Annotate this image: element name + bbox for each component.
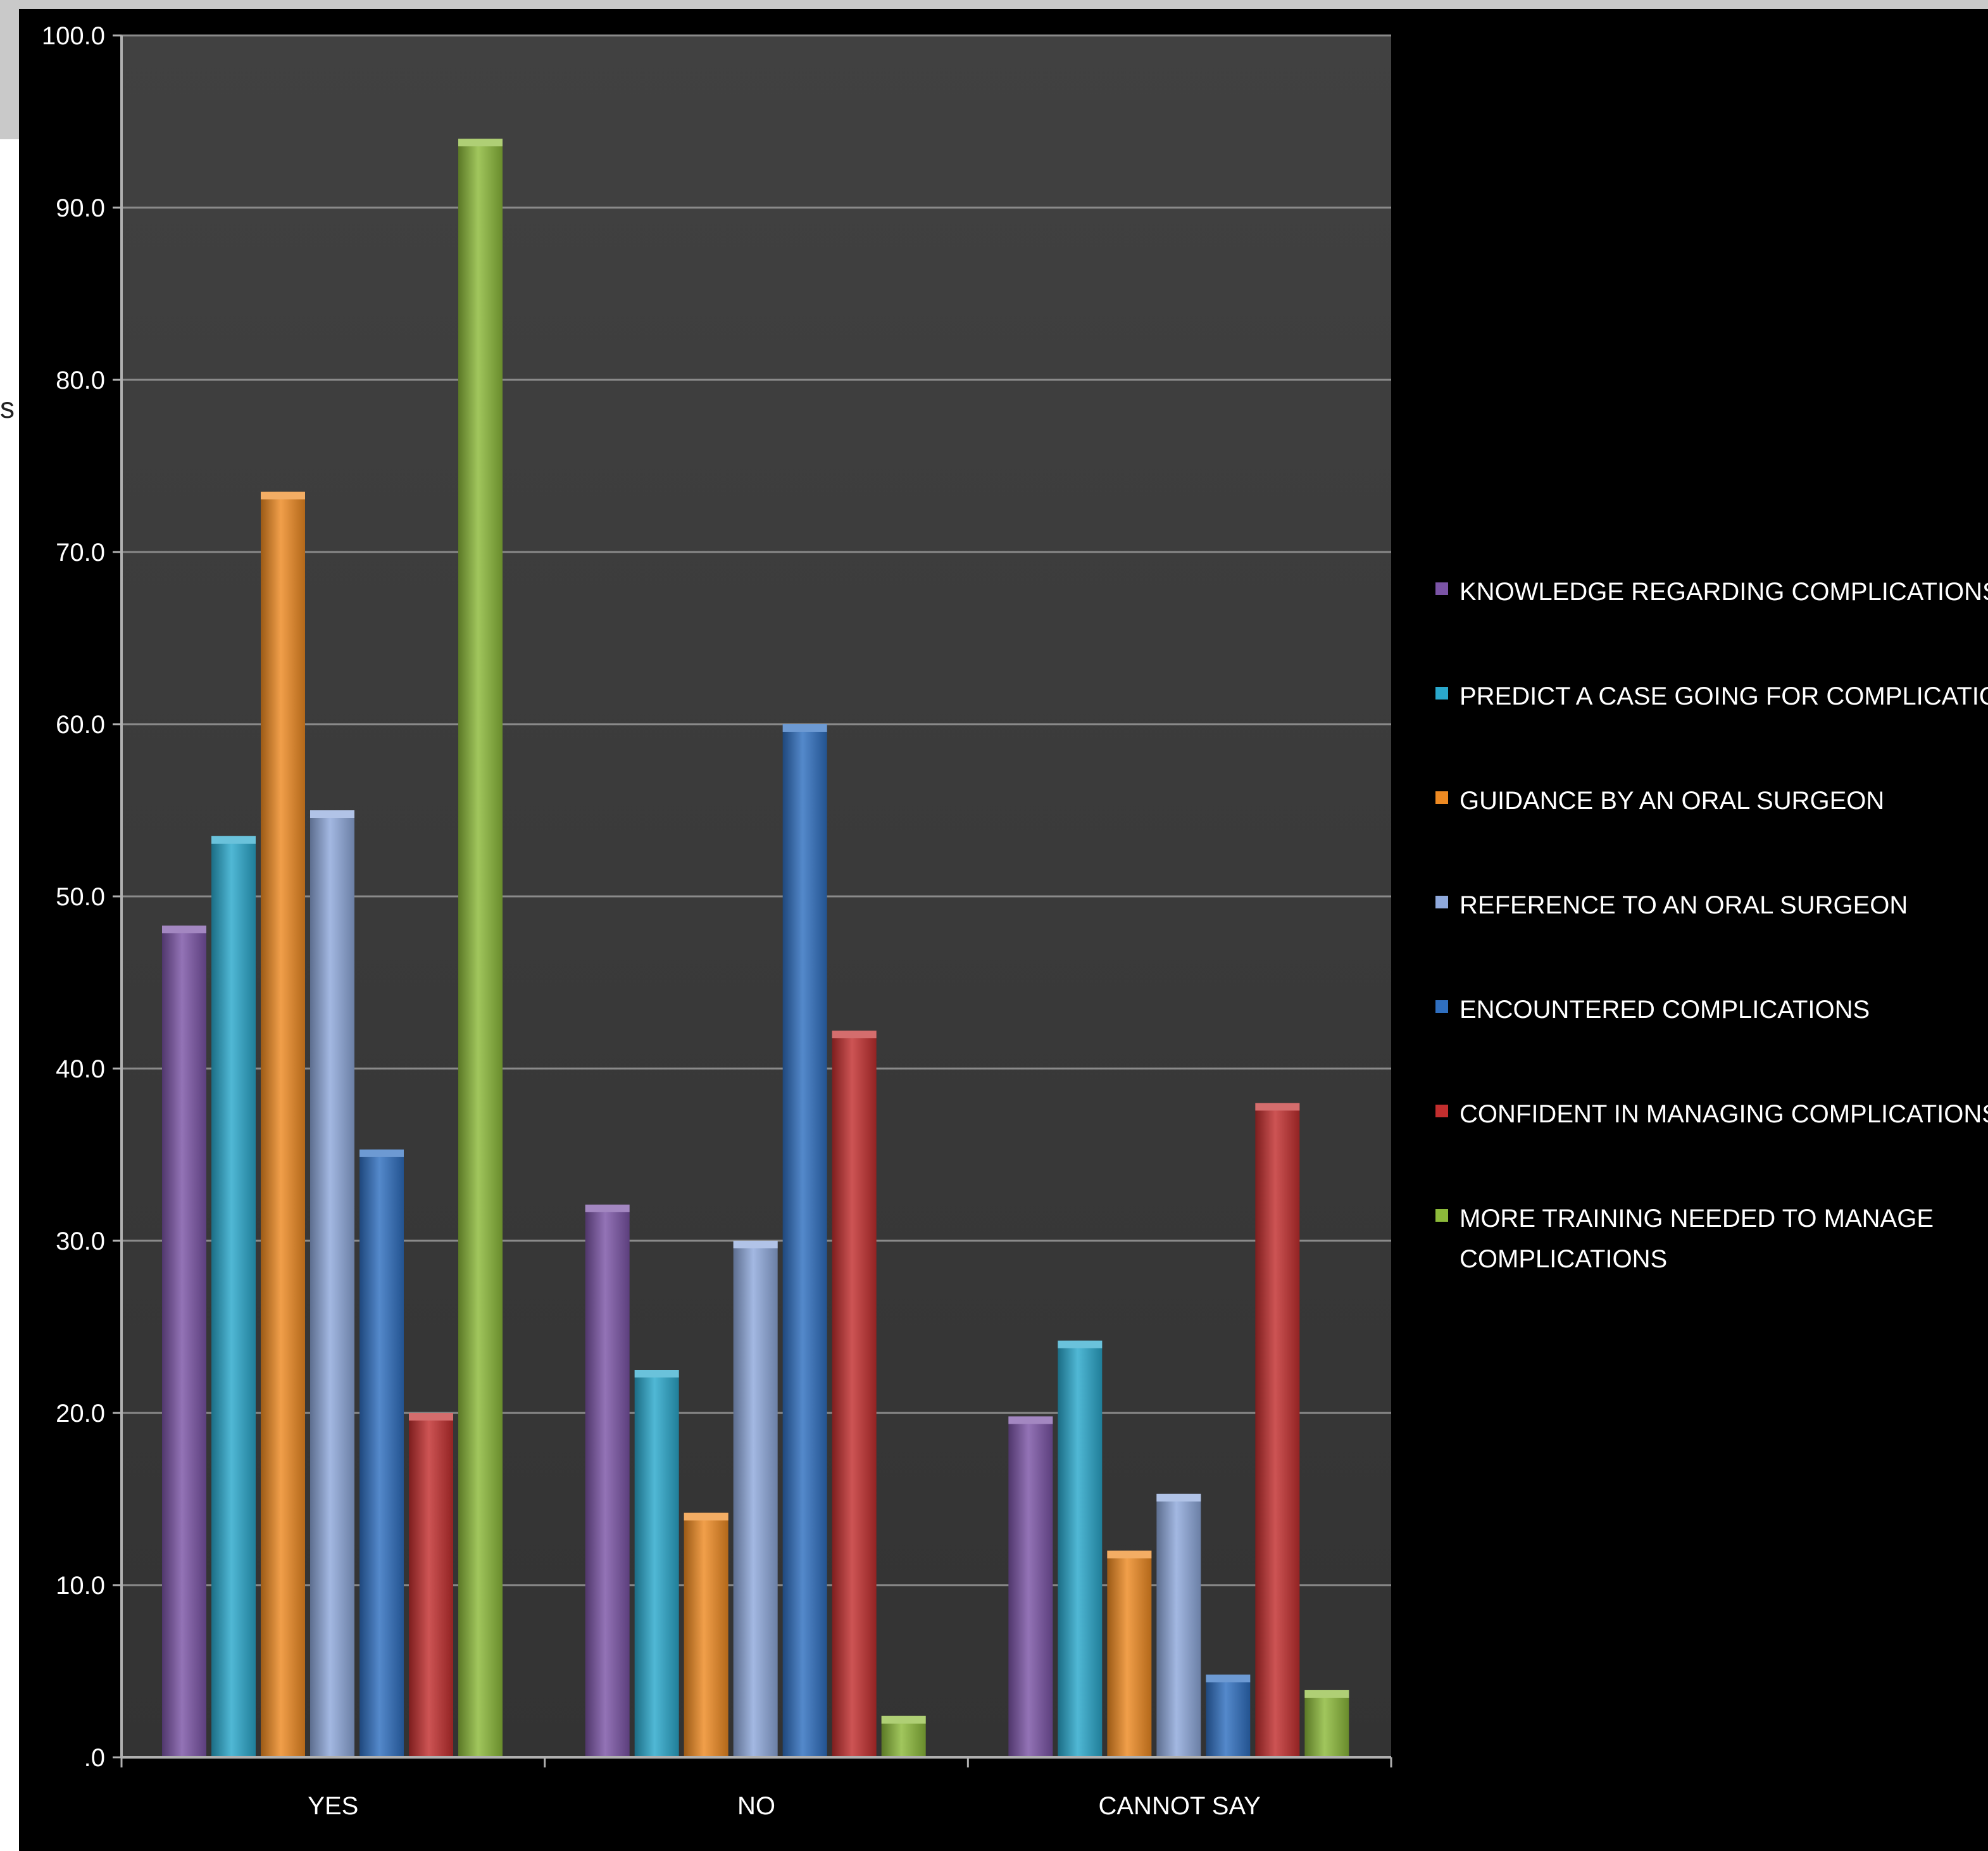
- bar-cap: [1206, 1674, 1251, 1683]
- x-axis-ticks: YES NO CANNOT SAY: [120, 1757, 1392, 1820]
- bar-cap: [832, 1031, 877, 1039]
- bar: [634, 1370, 679, 1757]
- y-tick-label: 20.0: [56, 1400, 105, 1427]
- bar: [261, 491, 305, 1757]
- y-tick-label: 40.0: [56, 1055, 105, 1083]
- bar: [832, 1031, 877, 1757]
- bar-cap: [733, 1241, 778, 1248]
- bar-cap: [585, 1204, 630, 1212]
- bar: [409, 1413, 453, 1757]
- bar-cap: [1255, 1103, 1300, 1111]
- bar: [1255, 1103, 1300, 1757]
- bar-cap: [782, 724, 827, 732]
- bar: [733, 1241, 778, 1757]
- bar: [684, 1512, 728, 1757]
- bar: [458, 139, 503, 1758]
- bar: [1304, 1690, 1349, 1757]
- bar-cap: [684, 1512, 728, 1521]
- bar-cap: [1304, 1690, 1349, 1698]
- bar: [585, 1204, 630, 1757]
- legend-swatch: [1435, 582, 1448, 595]
- legend-label: GUIDANCE BY AN ORAL SURGEON: [1460, 787, 1884, 815]
- x-tick-label: NO: [737, 1792, 775, 1820]
- x-tick-label: YES: [308, 1792, 358, 1820]
- left-gray-panel: [0, 0, 19, 139]
- bar-cap: [409, 1413, 453, 1421]
- bars: [162, 139, 1349, 1758]
- legend-label: CONFIDENT IN MANAGING COMPLICATIONS: [1460, 1100, 1988, 1128]
- legend-label: ENCOUNTERED COMPLICATIONS: [1460, 996, 1870, 1024]
- top-border: [0, 0, 1988, 9]
- bar-cap: [261, 491, 305, 499]
- bar: [1156, 1493, 1201, 1757]
- bar: [1008, 1416, 1053, 1757]
- bar-cap: [1156, 1493, 1201, 1502]
- y-tick-label: 90.0: [56, 194, 105, 222]
- bar-cap: [1107, 1550, 1152, 1559]
- bar-cap: [1008, 1416, 1053, 1424]
- legend-swatch: [1435, 1105, 1448, 1117]
- bar-cap: [310, 810, 354, 818]
- bar-cap: [458, 139, 503, 147]
- partial-side-text: s: [0, 391, 15, 424]
- legend-swatch: [1435, 1000, 1448, 1013]
- legend-label: REFERENCE TO AN ORAL SURGEON: [1460, 891, 1908, 919]
- y-tick-label: 30.0: [56, 1227, 105, 1255]
- bar-cap: [162, 926, 206, 934]
- x-tick-label: CANNOT SAY: [1098, 1792, 1260, 1820]
- legend: KNOWLEDGE REGARDING COMPLICATIONS PREDICT…: [1435, 578, 1988, 1273]
- legend-label: PREDICT A CASE GOING FOR COMPLICATIONS: [1460, 682, 1988, 710]
- y-tick-label: 70.0: [56, 539, 105, 567]
- bar-cap: [211, 836, 256, 844]
- y-tick-label: 100.0: [42, 22, 105, 50]
- bar: [1107, 1550, 1152, 1757]
- bar-cap: [1058, 1340, 1103, 1348]
- y-tick-label: .0: [84, 1744, 105, 1772]
- legend-swatch: [1435, 896, 1448, 908]
- bar: [782, 724, 827, 1757]
- legend-swatch: [1435, 791, 1448, 804]
- bar-cap: [881, 1716, 926, 1724]
- y-tick-label: 10.0: [56, 1572, 105, 1600]
- bar: [162, 926, 206, 1757]
- y-tick-label: 50.0: [56, 883, 105, 911]
- bar-cap: [634, 1370, 679, 1377]
- y-tick-label: 80.0: [56, 367, 105, 394]
- legend-swatch: [1435, 1209, 1448, 1222]
- y-tick-label: 60.0: [56, 711, 105, 739]
- y-axis-ticks: .0 10.0 20.0 30.0 40.0 50.0 60.0 70.0 80.0 90.0 10…: [42, 22, 122, 1772]
- bar: [310, 810, 354, 1757]
- left-white-strip: [0, 139, 19, 1851]
- bar: [359, 1149, 404, 1757]
- bar: [1206, 1674, 1251, 1757]
- bar: [1058, 1340, 1103, 1757]
- legend-label: MORE TRAINING NEEDED TO MANAGE COMPLICATI…: [1460, 1205, 1934, 1273]
- bar: [211, 836, 256, 1757]
- legend-swatch: [1435, 687, 1448, 700]
- legend-label: KNOWLEDGE REGARDING COMPLICATIONS: [1460, 578, 1988, 606]
- bar-cap: [359, 1149, 404, 1157]
